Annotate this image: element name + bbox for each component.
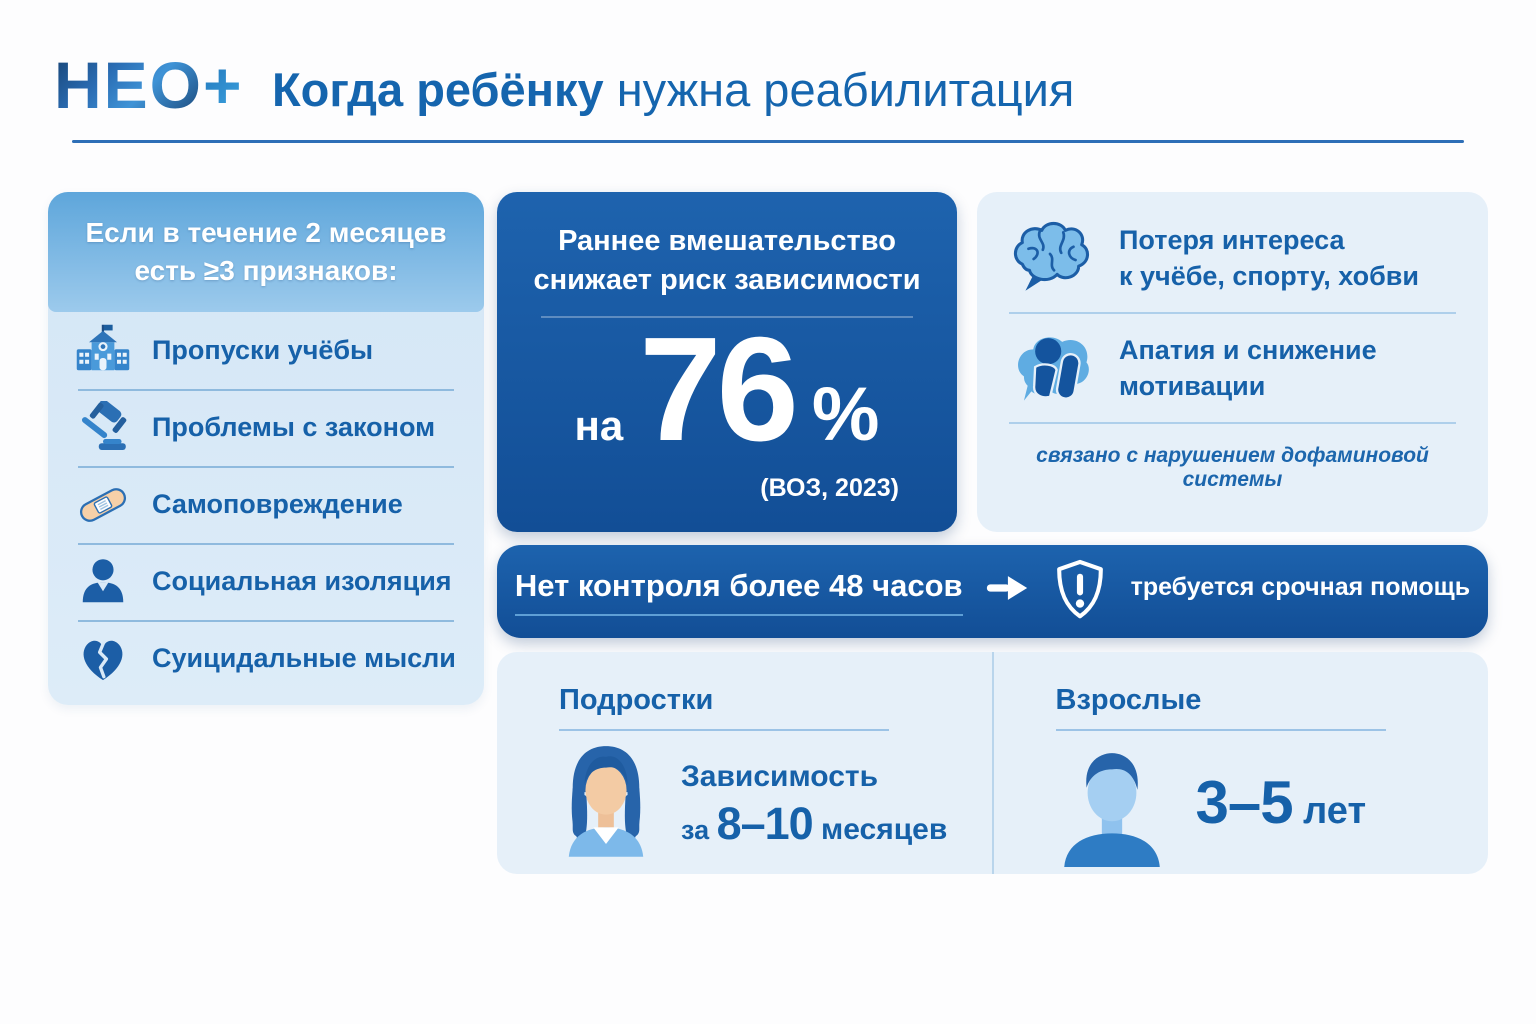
symptoms-divider xyxy=(1009,312,1456,314)
symptom-text: Потеря интереса к учёбе, спорту, хобви xyxy=(1119,222,1419,295)
adults-value: 3–5 xyxy=(1195,769,1294,836)
teens-heading: Подростки xyxy=(559,684,890,731)
adults-heading: Взрослые xyxy=(1055,684,1386,731)
bandage-icon xyxy=(74,476,132,534)
stat-panel: Раннее вмешательство снижает риск зависи… xyxy=(497,192,957,532)
teens-suffix: месяцев xyxy=(812,813,948,846)
neo-plus-logo: НЕО+ xyxy=(54,52,244,118)
alert-action-bold: срочная помощь xyxy=(1254,573,1471,601)
page-title: Когда ребёнку нужна реабилитация xyxy=(272,62,1074,117)
teens-line2: за 8–10 месяцев xyxy=(681,798,947,850)
teens-row: Зависимость за 8–10 месяцев xyxy=(559,739,962,864)
sign-label: Суицидальные мысли xyxy=(152,643,456,673)
page-title-bold: Когда ребёнку xyxy=(272,63,604,116)
stat-heading-line1: Раннее вмешательство xyxy=(558,225,896,257)
sign-label: Социальная изоляция xyxy=(152,566,452,596)
adults-row: 3–5 лет xyxy=(1056,745,1459,874)
sign-label: Самоповреждение xyxy=(152,489,403,519)
list-item: Социальная изоляция xyxy=(48,543,484,620)
symptoms-panel: Потеря интереса к учёбе, спорту, хобви А… xyxy=(977,192,1488,532)
teens-prefix: за xyxy=(681,815,717,845)
teens-value: 8–10 xyxy=(716,798,814,849)
adults-column: Взрослые 3–5 лет xyxy=(991,652,1489,874)
list-item: Проблемы с законом xyxy=(48,389,484,466)
page-title-rest: нужна реабилитация xyxy=(603,63,1075,116)
teens-column: Подростки Зависимость xyxy=(497,652,992,874)
stat-source: (ВОЗ, 2023) xyxy=(760,474,899,503)
sign-label: Проблемы с законом xyxy=(152,412,436,442)
list-item: Пропуски учёбы xyxy=(48,312,484,389)
alert-action-prefix: требуется xyxy=(1130,573,1255,601)
timeline-panel: Подростки Зависимость xyxy=(497,652,1488,874)
list-item: Самоповреждение xyxy=(48,466,484,543)
brain-icon xyxy=(1007,216,1095,300)
stat-prefix: на xyxy=(574,402,624,450)
list-item: Потеря интереса к учёбе, спорту, хобви xyxy=(1007,204,1458,312)
shield-exclamation-icon xyxy=(1051,558,1109,622)
teens-text: Зависимость за 8–10 месяцев xyxy=(681,760,947,864)
teens-line1: Зависимость xyxy=(681,760,879,793)
symptoms-divider xyxy=(1009,422,1456,424)
signs-heading-line2: есть ≥3 признаков: xyxy=(134,255,398,286)
broken-heart-icon xyxy=(74,630,132,688)
symptom-line2: к учёбе, спорту, хобви xyxy=(1119,261,1419,291)
gavel-icon xyxy=(74,399,132,457)
stat-divider xyxy=(541,316,913,319)
stat-value-row: на 76 % xyxy=(497,307,957,473)
symptoms-note: связано с нарушением дофаминовой системы xyxy=(1036,444,1429,491)
alert-action: требуется срочная помощь xyxy=(1131,573,1471,602)
symptom-text: Апатия и снижение мотивации xyxy=(1119,332,1377,405)
arrow-right-icon xyxy=(985,572,1029,604)
stat-unit: % xyxy=(811,372,880,458)
alert-banner: Нет контроля более 48 часов требуется ср… xyxy=(497,545,1488,638)
teen-girl-avatar xyxy=(559,739,653,864)
header-divider xyxy=(72,140,1464,143)
stat-value: 76 xyxy=(639,307,799,473)
person-icon xyxy=(74,553,132,611)
signs-panel-heading: Если в течение 2 месяцев есть ≥3 признак… xyxy=(48,192,484,312)
logo-plus-icon: + xyxy=(203,48,244,122)
stat-heading-line2: снижает риск зависимости xyxy=(533,264,921,297)
list-item: Суицидальные мысли xyxy=(48,620,484,697)
stat-heading: Раннее вмешательство снижает риск зависи… xyxy=(497,192,957,300)
alert-condition: Нет контроля более 48 часов xyxy=(514,568,963,616)
symptom-line2: мотивации xyxy=(1119,371,1266,401)
logo-text: НЕО xyxy=(54,48,204,122)
list-item: Апатия и снижение мотивации xyxy=(1007,314,1458,422)
school-icon xyxy=(74,322,132,380)
signs-panel: Если в течение 2 месяцев есть ≥3 признак… xyxy=(48,192,484,705)
symptom-line1: Потеря интереса xyxy=(1119,224,1345,255)
apathy-icon xyxy=(1007,326,1095,410)
adults-suffix: лет xyxy=(1292,790,1367,832)
adults-text: 3–5 лет xyxy=(1196,768,1367,851)
symptom-line1: Апатия и снижение xyxy=(1119,334,1377,365)
sign-label: Пропуски учёбы xyxy=(152,335,374,365)
signs-heading-line1: Если в течение 2 месяцев xyxy=(85,217,447,249)
adult-man-avatar xyxy=(1056,745,1168,874)
